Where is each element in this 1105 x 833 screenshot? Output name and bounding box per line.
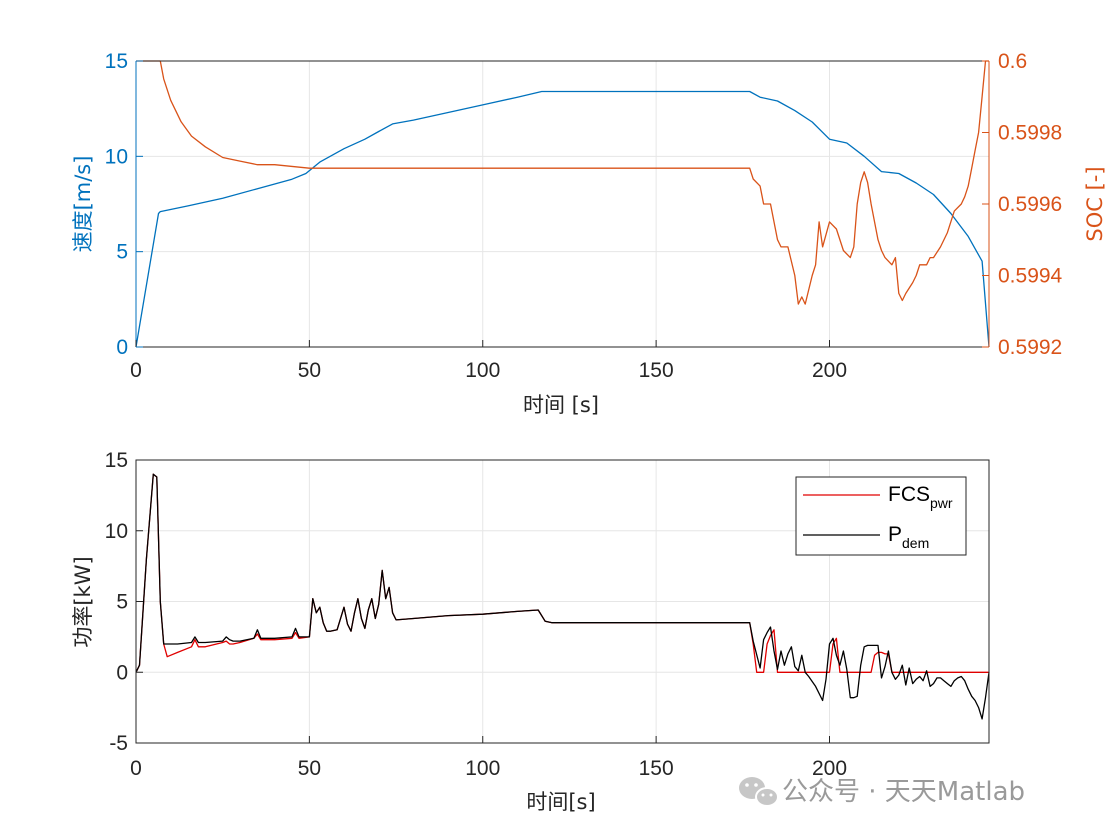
chart2-x-axis-label: 时间[s] bbox=[526, 790, 595, 814]
x-tick-label: 150 bbox=[639, 757, 674, 780]
watermark: 公众号 · 天天Matlab bbox=[739, 777, 1025, 807]
legend-label-pdem-sub: dem bbox=[902, 535, 929, 551]
y-tick-label-right: 0.6 bbox=[998, 50, 1027, 73]
y-tick-label-right: 0.5998 bbox=[998, 122, 1062, 145]
y-tick-label: 0 bbox=[116, 661, 128, 684]
y-tick-label-left: 15 bbox=[105, 50, 128, 73]
p-dem-series-line bbox=[135, 473, 990, 720]
legend-label-pdem: Pdem bbox=[888, 523, 929, 551]
watermark-text: 公众号 · 天天Matlab bbox=[782, 777, 1025, 807]
legend-label-fcs-main: FCS bbox=[888, 483, 930, 506]
speed-soc-chart: 0 50 100 150 200 0 5 10 15 0.5992 0.5994 0.5996 0.59… bbox=[71, 50, 1105, 417]
legend-label-fcs-sub: pwr bbox=[930, 495, 953, 511]
chart2-lines bbox=[135, 473, 990, 720]
y-tick-label: 5 bbox=[116, 591, 128, 614]
x-tick-label: 0 bbox=[130, 757, 142, 780]
x-tick-label: 200 bbox=[812, 359, 847, 382]
x-tick-label: 0 bbox=[130, 359, 142, 382]
y-tick-label-left: 10 bbox=[105, 145, 128, 168]
x-tick-label: 150 bbox=[639, 359, 674, 382]
y-tick-label-left: 5 bbox=[116, 241, 128, 264]
chart2-y-axis-label: 功率[kW] bbox=[71, 556, 95, 647]
y-tick-label: 15 bbox=[105, 449, 128, 472]
y-tick-label: -5 bbox=[109, 732, 128, 755]
x-tick-label: 100 bbox=[465, 757, 500, 780]
chart1-x-axis-label: 时间 [s] bbox=[523, 393, 599, 417]
y-tick-label-right: 0.5992 bbox=[998, 336, 1062, 359]
legend-label-pdem-main: P bbox=[888, 523, 902, 546]
chart1-y-axis-label-right: SOC [-] bbox=[1083, 166, 1105, 241]
x-tick-label: 100 bbox=[465, 359, 500, 382]
legend: FCSpwr Pdem bbox=[795, 476, 967, 556]
legend-box bbox=[795, 476, 967, 556]
y-tick-label-left: 0 bbox=[116, 336, 128, 359]
legend-label-fcs: FCSpwr bbox=[888, 483, 953, 511]
speed-series-line bbox=[135, 90, 990, 348]
x-tick-label: 50 bbox=[298, 757, 321, 780]
y-tick-label-right: 0.5996 bbox=[998, 193, 1062, 216]
x-tick-label: 50 bbox=[298, 359, 321, 382]
soc-series-line bbox=[136, 60, 989, 305]
chart1-tick-labels: 0 50 100 150 200 0 5 10 15 0.5992 0.5994 0.5996 0.59… bbox=[105, 50, 1063, 382]
x-tick-label: 200 bbox=[812, 757, 847, 780]
y-tick-label-right: 0.5994 bbox=[998, 265, 1063, 288]
chart2-axes bbox=[135, 459, 990, 744]
y-tick-label: 10 bbox=[105, 520, 128, 543]
chart1-lines bbox=[135, 60, 990, 348]
chart1-axes bbox=[135, 60, 990, 348]
wechat-icon bbox=[739, 777, 779, 807]
chart1-y-axis-label-left: 速度[m/s] bbox=[71, 156, 95, 253]
